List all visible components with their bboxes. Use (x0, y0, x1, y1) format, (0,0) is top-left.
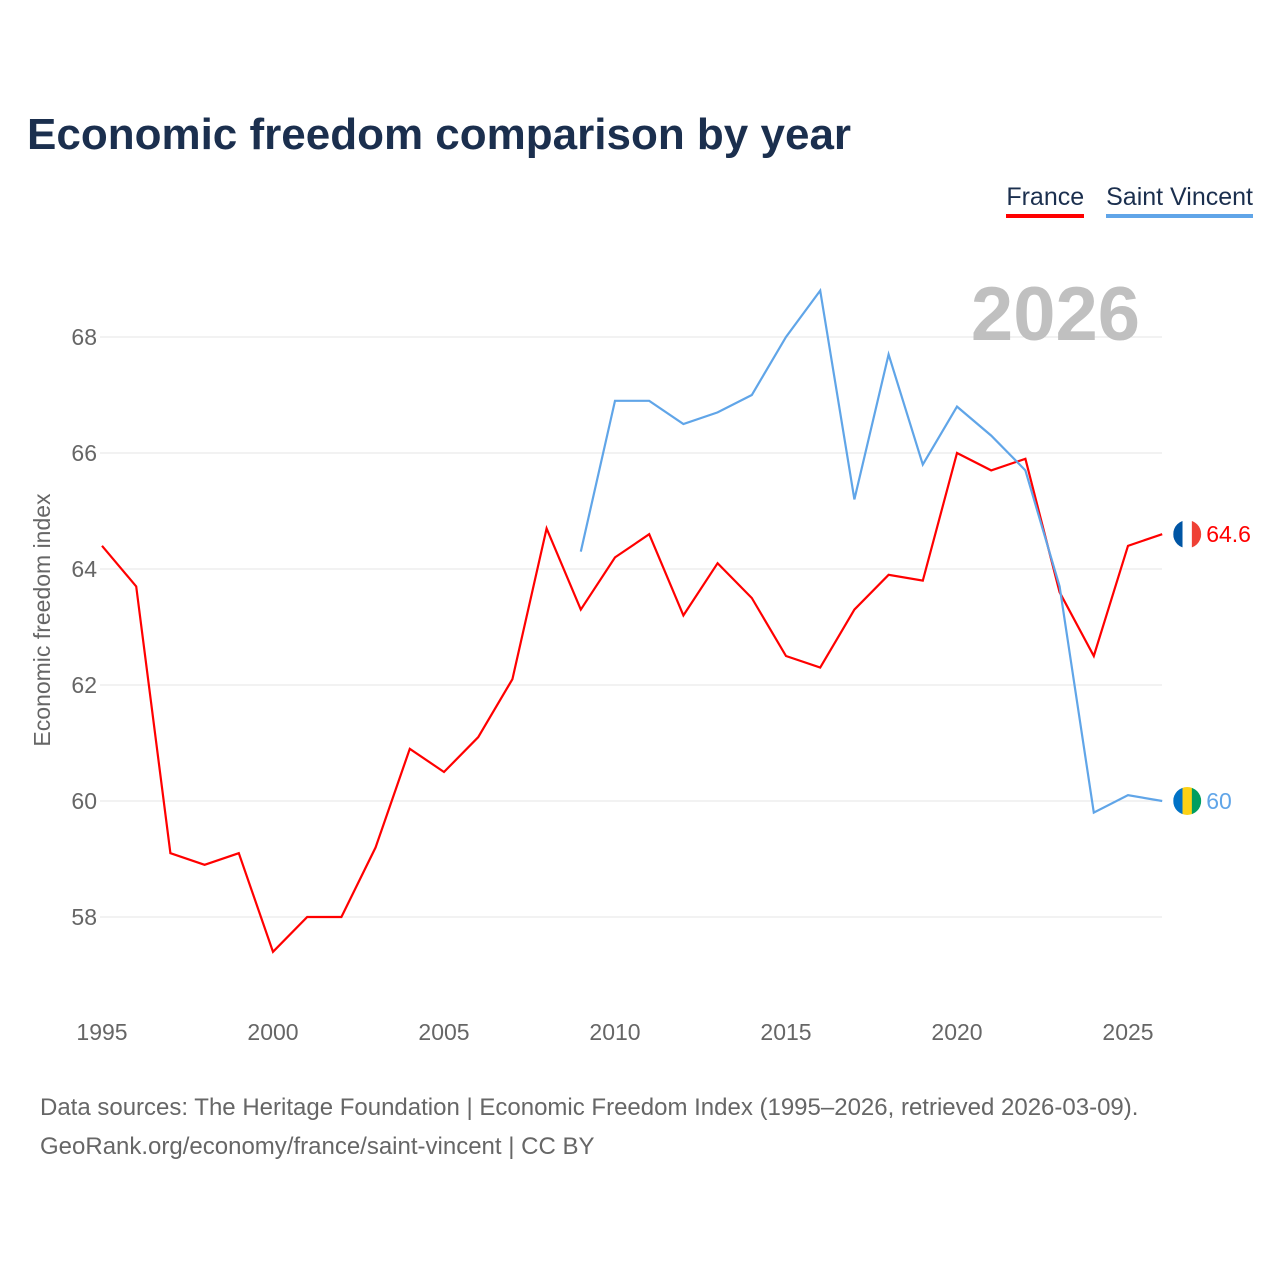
legend-france[interactable]: France (1006, 183, 1085, 218)
flag-stripe (1173, 787, 1183, 815)
end-value-label: 64.6 (1206, 521, 1251, 547)
x-tick-label: 2020 (931, 1019, 982, 1045)
flag-stripe (1191, 520, 1202, 549)
chart-title: Economic freedom comparison by year (27, 110, 852, 159)
y-tick-label: 64 (71, 556, 97, 582)
year-watermark: 2026 (971, 272, 1140, 357)
x-tick-label: 1995 (76, 1019, 127, 1045)
legend-saint-vincent[interactable]: Saint Vincent (1106, 183, 1253, 218)
x-tick-label: 2005 (418, 1019, 469, 1045)
source-note: Data sources: The Heritage Foundation | … (40, 1088, 1138, 1166)
y-tick-label: 60 (71, 788, 97, 814)
x-tick-label: 2015 (760, 1019, 811, 1045)
flag-stripe (1182, 787, 1193, 815)
source-line-1: Data sources: The Heritage Foundation | … (40, 1094, 1139, 1121)
flag-stripe (1191, 787, 1202, 815)
y-axis-label: Economic freedom index (29, 493, 55, 747)
legend: France Saint Vincent (1006, 183, 1253, 218)
y-tick-label: 68 (71, 324, 97, 350)
saint-vincent-flag-icon (1173, 787, 1202, 815)
x-tick-label: 2010 (589, 1019, 640, 1045)
series-line-saint-vincent (579, 287, 1163, 815)
flag-stripe (1173, 520, 1183, 549)
y-tick-label: 58 (71, 904, 97, 930)
x-tick-label: 2000 (247, 1019, 298, 1045)
y-tick-label: 66 (71, 440, 97, 466)
flag-stripe (1182, 520, 1193, 549)
end-value-label: 60 (1206, 788, 1232, 814)
france-flag-icon (1173, 520, 1202, 549)
source-line-2: GeoRank.org/economy/france/saint-vincent… (40, 1133, 595, 1160)
series-line-france (101, 451, 1163, 954)
y-tick-label: 62 (71, 672, 97, 698)
x-tick-label: 2025 (1102, 1019, 1153, 1045)
